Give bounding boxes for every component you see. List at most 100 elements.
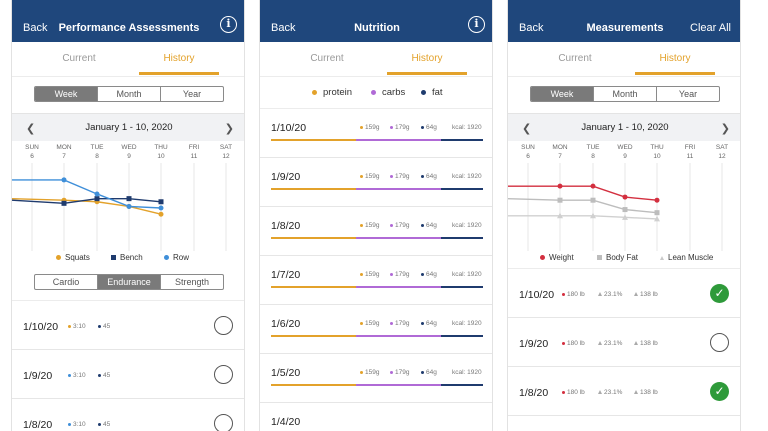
check-icon[interactable]: ✓	[710, 382, 729, 401]
period-week[interactable]: Week	[531, 87, 594, 101]
tab-current[interactable]: Current	[558, 53, 592, 64]
row-reps: 45	[98, 372, 110, 379]
tab-history[interactable]: History	[659, 53, 691, 64]
day-number: 9	[127, 153, 131, 160]
day-number: 8	[95, 153, 99, 160]
protein-value: 159g	[360, 271, 379, 278]
tab-history[interactable]: History	[163, 53, 195, 64]
day-label: FRI 11	[179, 143, 209, 161]
row-checkbox[interactable]	[214, 316, 233, 335]
weight-value: 180 lb	[562, 340, 585, 347]
data-point-weight	[557, 183, 563, 189]
chevron-right-icon[interactable]: ❯	[224, 123, 234, 135]
list-item[interactable]: 1/4/20	[260, 403, 492, 431]
period-selector: Week Month Year	[34, 86, 224, 102]
protein-segment	[271, 237, 356, 239]
marker-triangle	[598, 292, 602, 297]
performance-chart	[12, 163, 227, 251]
list-item[interactable]: 1/9/20 159g 179g 64g kcal: 1920	[260, 158, 492, 207]
chevron-right-icon[interactable]: ❯	[720, 123, 730, 135]
period-month[interactable]: Month	[594, 87, 657, 101]
row-date: 1/9/20	[271, 171, 301, 183]
day-label: FRI 11	[675, 143, 705, 161]
macro-bar	[271, 237, 483, 239]
chevron-left-icon[interactable]: ❮	[26, 123, 36, 135]
day-label: MON 7	[49, 143, 79, 161]
period-year[interactable]: Year	[678, 89, 698, 99]
day-header: SUN 6 MON 7 TUE 8 WED 9 THU 10 FRI 11 SAT 12	[508, 143, 740, 163]
measurements-screen: Back Measurements Clear All Current Hist…	[507, 0, 741, 431]
weight-text: 180 lb	[567, 340, 585, 347]
marker-dot	[562, 390, 565, 394]
list-item[interactable]: 1/10/20 180 lb 23.1% 138 lb ✓	[508, 269, 740, 318]
list-item[interactable]: 1/6/20 159g 179g 64g kcal: 1920	[260, 305, 492, 354]
row-date: 1/4/20	[271, 416, 301, 428]
day-label: MON 7	[545, 143, 575, 161]
category-endurance[interactable]: Endurance	[98, 275, 161, 289]
carbs-text: 179g	[395, 369, 410, 376]
day-name: TUE	[90, 144, 104, 151]
tab-current[interactable]: Current	[310, 53, 344, 64]
weight-text: 180 lb	[567, 389, 585, 396]
protein-text: 159g	[365, 173, 380, 180]
row-checkbox[interactable]	[710, 333, 729, 352]
marker-triangle	[634, 292, 638, 297]
list-item[interactable]: 1/5/20 159g 179g 64g kcal: 1920	[260, 354, 492, 403]
divider	[12, 76, 244, 77]
day-number: 7	[558, 153, 562, 160]
data-point-bench	[94, 196, 100, 202]
list-item[interactable]: 1/10/20 159g 179g 64g kcal: 1920	[260, 109, 492, 158]
day-number: 10	[653, 153, 661, 160]
header: Back Measurements Clear All	[508, 0, 740, 42]
carbs-segment	[355, 237, 441, 239]
list-item[interactable]: 1/7/20 159g 179g 64g kcal: 1920	[260, 256, 492, 305]
legend-fat: fat	[421, 87, 443, 98]
fat-text: 64g	[426, 173, 437, 180]
info-icon[interactable]: i	[468, 16, 485, 33]
divider	[260, 76, 492, 77]
tab-current[interactable]: Current	[62, 53, 96, 64]
lean-value: 138 lb	[634, 291, 658, 298]
legend-protein-label: protein	[323, 87, 353, 98]
carbs-value: 179g	[390, 222, 409, 229]
list-item[interactable]: 1/8/20 180 lb 23.1% 138 lb ✓	[508, 367, 740, 416]
date-range: January 1 - 10, 2020	[85, 122, 173, 133]
back-button[interactable]: Back	[271, 22, 296, 34]
protein-text: 159g	[365, 124, 380, 131]
list-item[interactable]: 1/8/20 159g 179g 64g kcal: 1920	[260, 207, 492, 256]
list-item[interactable]: 1/10/20 3:10 45	[12, 301, 244, 350]
squats-swatch	[56, 255, 61, 261]
period-year[interactable]: Year	[182, 89, 202, 99]
category-cardio[interactable]: Cardio	[35, 275, 98, 289]
chart-legend: Weight Body Fat Lean Muscle	[508, 253, 740, 265]
legend-lean: Lean Muscle	[660, 253, 713, 262]
clear-all-button[interactable]: Clear All	[690, 22, 731, 34]
marker-dot	[68, 422, 71, 426]
back-button[interactable]: Back	[519, 22, 544, 34]
period-week[interactable]: Week	[35, 87, 98, 101]
category-strength[interactable]: Strength	[174, 277, 210, 287]
list-item[interactable]: 1/9/20 180 lb 23.1% 138 lb	[508, 318, 740, 367]
marker-dot	[360, 321, 363, 325]
marker-triangle	[598, 390, 602, 395]
data-point-bodyfat	[622, 207, 628, 213]
day-number: 7	[62, 153, 66, 160]
check-icon[interactable]: ✓	[710, 284, 729, 303]
tab-history[interactable]: History	[411, 53, 443, 64]
series-line-weight	[508, 185, 658, 201]
back-button[interactable]: Back	[23, 22, 48, 34]
row-reps: 45	[98, 323, 110, 330]
legend-row: Row	[164, 253, 189, 262]
chevron-left-icon[interactable]: ❮	[522, 123, 532, 135]
list-item[interactable]: 1/9/20 3:10 45	[12, 350, 244, 399]
list-item[interactable]: 1/8/20 3:10 45	[12, 399, 244, 431]
period-month[interactable]: Month	[98, 87, 161, 101]
row-reps-value: 45	[103, 372, 111, 379]
legend-bench-label: Bench	[120, 253, 143, 262]
row-checkbox[interactable]	[214, 414, 233, 431]
row-checkbox[interactable]	[214, 365, 233, 384]
protein-value: 159g	[360, 124, 379, 131]
info-icon[interactable]: i	[220, 16, 237, 33]
marker-dot	[390, 370, 393, 374]
page-title: Nutrition	[354, 22, 400, 34]
